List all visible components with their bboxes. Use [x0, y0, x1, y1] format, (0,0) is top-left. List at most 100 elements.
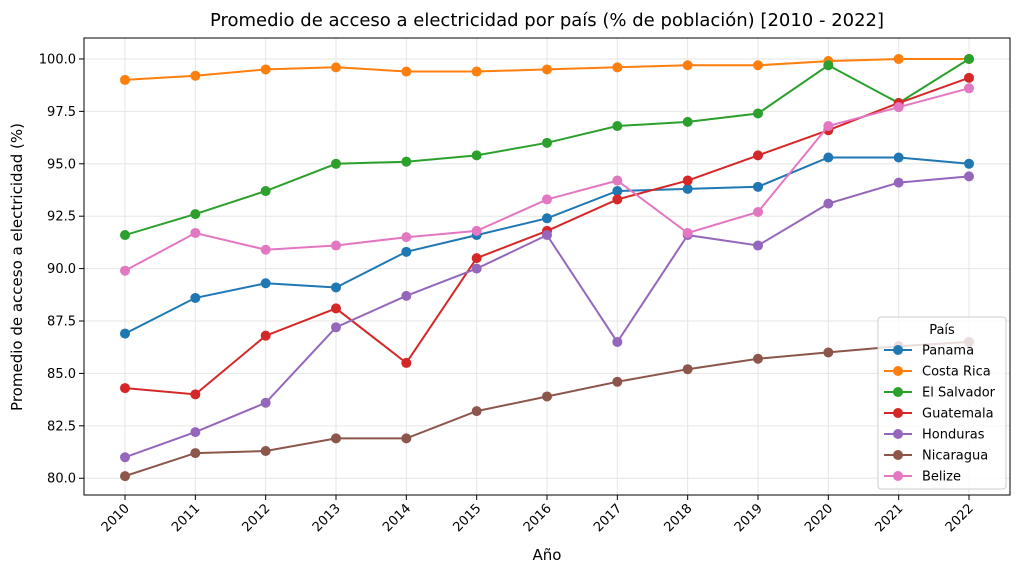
data-point — [471, 225, 482, 236]
legend-swatch-marker — [893, 366, 903, 376]
data-point — [331, 322, 341, 333]
legend-item: Nicaragua — [884, 449, 988, 464]
data-point — [260, 445, 271, 456]
data-point — [893, 152, 904, 163]
series-el-salvador — [120, 53, 974, 241]
x-axis-label: Año — [533, 546, 562, 564]
x-tick-label: 2020 — [802, 501, 836, 535]
data-point — [542, 391, 552, 402]
plot-frame — [83, 37, 1011, 496]
data-point — [401, 232, 412, 243]
data-point — [401, 66, 412, 77]
data-point — [120, 383, 130, 394]
data-point — [190, 70, 201, 81]
y-tick-label: 80.0 — [47, 472, 76, 487]
data-point — [612, 336, 623, 347]
data-point — [964, 158, 974, 169]
data-point — [331, 303, 341, 314]
data-point — [190, 389, 201, 400]
data-point — [753, 150, 763, 161]
legend-item: Panama — [884, 344, 974, 359]
legend-label: Belize — [922, 470, 961, 485]
y-tick-label: 85.0 — [47, 367, 76, 382]
data-point — [260, 397, 271, 408]
x-tick-label: 2014 — [380, 501, 414, 535]
data-point — [401, 290, 412, 301]
data-point — [190, 292, 201, 303]
data-point — [120, 74, 130, 85]
data-point — [823, 121, 834, 132]
data-point — [471, 66, 482, 77]
legend-label: Guatemala — [922, 407, 994, 422]
legend-box — [877, 316, 1007, 490]
data-point — [190, 209, 201, 220]
data-point — [260, 186, 271, 197]
data-point — [893, 102, 904, 113]
legend-swatch-marker — [893, 450, 903, 460]
data-point — [471, 150, 482, 161]
data-point — [823, 60, 834, 71]
legend-item: Guatemala — [884, 407, 994, 422]
data-point — [682, 227, 693, 238]
data-point — [893, 177, 904, 188]
data-point — [682, 364, 693, 375]
data-point — [964, 171, 974, 182]
legend-swatch-marker — [893, 429, 903, 439]
legend-item: Costa Rica — [884, 365, 991, 380]
data-point — [331, 282, 341, 293]
legend-label: Costa Rica — [922, 365, 991, 380]
data-point — [120, 328, 130, 339]
data-point — [893, 53, 904, 64]
y-tick-label: 82.5 — [47, 419, 76, 434]
data-point — [964, 72, 974, 83]
data-point — [542, 230, 552, 241]
data-point — [753, 60, 763, 71]
x-tick-label: 2011 — [169, 501, 203, 535]
data-point — [190, 427, 201, 438]
legend-label: Panama — [922, 344, 974, 359]
data-point — [260, 330, 271, 341]
data-point — [682, 183, 693, 194]
axes — [79, 37, 1011, 500]
data-point — [964, 53, 974, 64]
x-tick-label: 2010 — [99, 501, 133, 535]
y-tick-label: 90.0 — [47, 262, 76, 277]
data-point — [401, 246, 412, 257]
data-point — [753, 181, 763, 192]
data-point — [964, 83, 974, 94]
legend-swatch-marker — [893, 387, 903, 397]
data-point — [331, 433, 341, 444]
data-point — [190, 227, 201, 238]
data-point — [120, 265, 130, 276]
data-point — [471, 263, 482, 274]
legend-item: Honduras — [884, 428, 985, 443]
data-point — [401, 156, 412, 167]
data-point — [823, 152, 834, 163]
data-point — [542, 64, 552, 75]
y-tick-label: 95.0 — [47, 157, 76, 172]
data-point — [401, 433, 412, 444]
y-tick-label: 97.5 — [47, 105, 76, 120]
x-tick-label: 2013 — [310, 501, 344, 535]
data-point — [612, 175, 623, 186]
data-point — [612, 194, 623, 205]
legend-label: El Salvador — [922, 386, 996, 401]
data-point — [471, 406, 482, 417]
data-point — [331, 240, 341, 251]
data-point — [823, 198, 834, 209]
data-point — [612, 376, 623, 387]
legend-swatch-marker — [893, 345, 903, 355]
legend-item: Belize — [884, 470, 961, 485]
data-point — [542, 137, 552, 148]
series-belize — [120, 83, 974, 276]
data-point — [753, 353, 763, 364]
y-tick-label: 100.0 — [39, 52, 76, 67]
data-point — [753, 240, 763, 251]
x-tick-label: 2017 — [591, 501, 625, 535]
x-tick-label: 2021 — [872, 501, 906, 535]
legend-swatch-marker — [893, 471, 903, 481]
legend-title: País — [929, 323, 955, 338]
data-point — [542, 213, 552, 224]
